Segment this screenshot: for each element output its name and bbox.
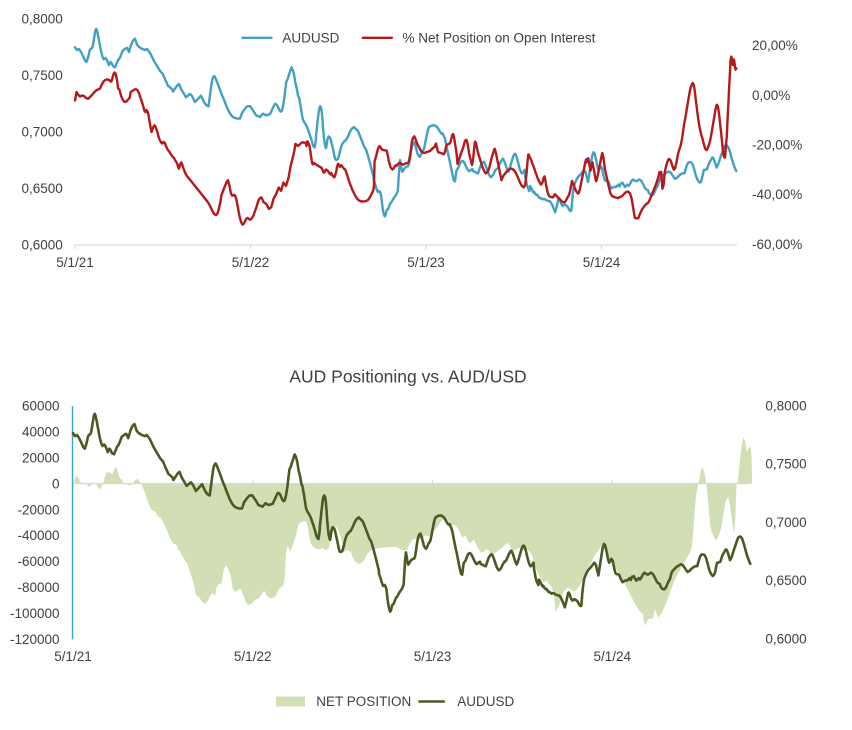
svg-text:0,6000: 0,6000: [22, 237, 63, 252]
svg-text:0,7500: 0,7500: [22, 68, 63, 83]
svg-text:40000: 40000: [22, 425, 60, 440]
svg-text:20000: 20000: [22, 450, 60, 465]
svg-text:0,6500: 0,6500: [22, 181, 63, 196]
svg-text:20,00%: 20,00%: [752, 38, 798, 53]
svg-text:5/1/23: 5/1/23: [407, 255, 445, 270]
svg-text:0,7000: 0,7000: [765, 515, 806, 530]
svg-text:-60,00%: -60,00%: [752, 237, 802, 252]
svg-text:5/1/24: 5/1/24: [583, 255, 621, 270]
svg-text:0,7500: 0,7500: [765, 457, 806, 472]
svg-text:AUD Positioning vs. AUD/USD: AUD Positioning vs. AUD/USD: [289, 367, 526, 387]
svg-text:NET POSITION: NET POSITION: [316, 694, 411, 709]
svg-text:5/1/24: 5/1/24: [594, 649, 632, 664]
svg-text:60000: 60000: [22, 399, 60, 414]
svg-text:0,00%: 0,00%: [752, 88, 790, 103]
svg-text:AUDUSD: AUDUSD: [457, 694, 514, 709]
svg-text:% Net Position on Open Interes: % Net Position on Open Interest: [403, 30, 596, 45]
svg-text:-20000: -20000: [17, 502, 59, 517]
svg-text:5/1/21: 5/1/21: [56, 255, 94, 270]
svg-text:0,8000: 0,8000: [765, 398, 806, 413]
svg-text:0,7000: 0,7000: [22, 124, 63, 139]
svg-text:0,8000: 0,8000: [22, 11, 63, 26]
svg-text:-20,00%: -20,00%: [752, 138, 802, 153]
svg-text:-60000: -60000: [17, 554, 59, 569]
svg-text:5/1/22: 5/1/22: [234, 649, 272, 664]
svg-text:-40,00%: -40,00%: [752, 187, 802, 202]
svg-text:AUDUSD: AUDUSD: [282, 30, 339, 45]
svg-text:-40000: -40000: [17, 528, 59, 543]
svg-text:5/1/21: 5/1/21: [54, 649, 92, 664]
svg-text:0: 0: [52, 476, 60, 491]
svg-text:-120000: -120000: [10, 632, 60, 647]
svg-text:-100000: -100000: [10, 606, 60, 621]
svg-text:0,6500: 0,6500: [765, 573, 806, 588]
svg-text:-80000: -80000: [17, 580, 59, 595]
svg-text:5/1/22: 5/1/22: [232, 255, 270, 270]
svg-text:0,6000: 0,6000: [765, 632, 806, 647]
svg-text:5/1/23: 5/1/23: [414, 649, 452, 664]
